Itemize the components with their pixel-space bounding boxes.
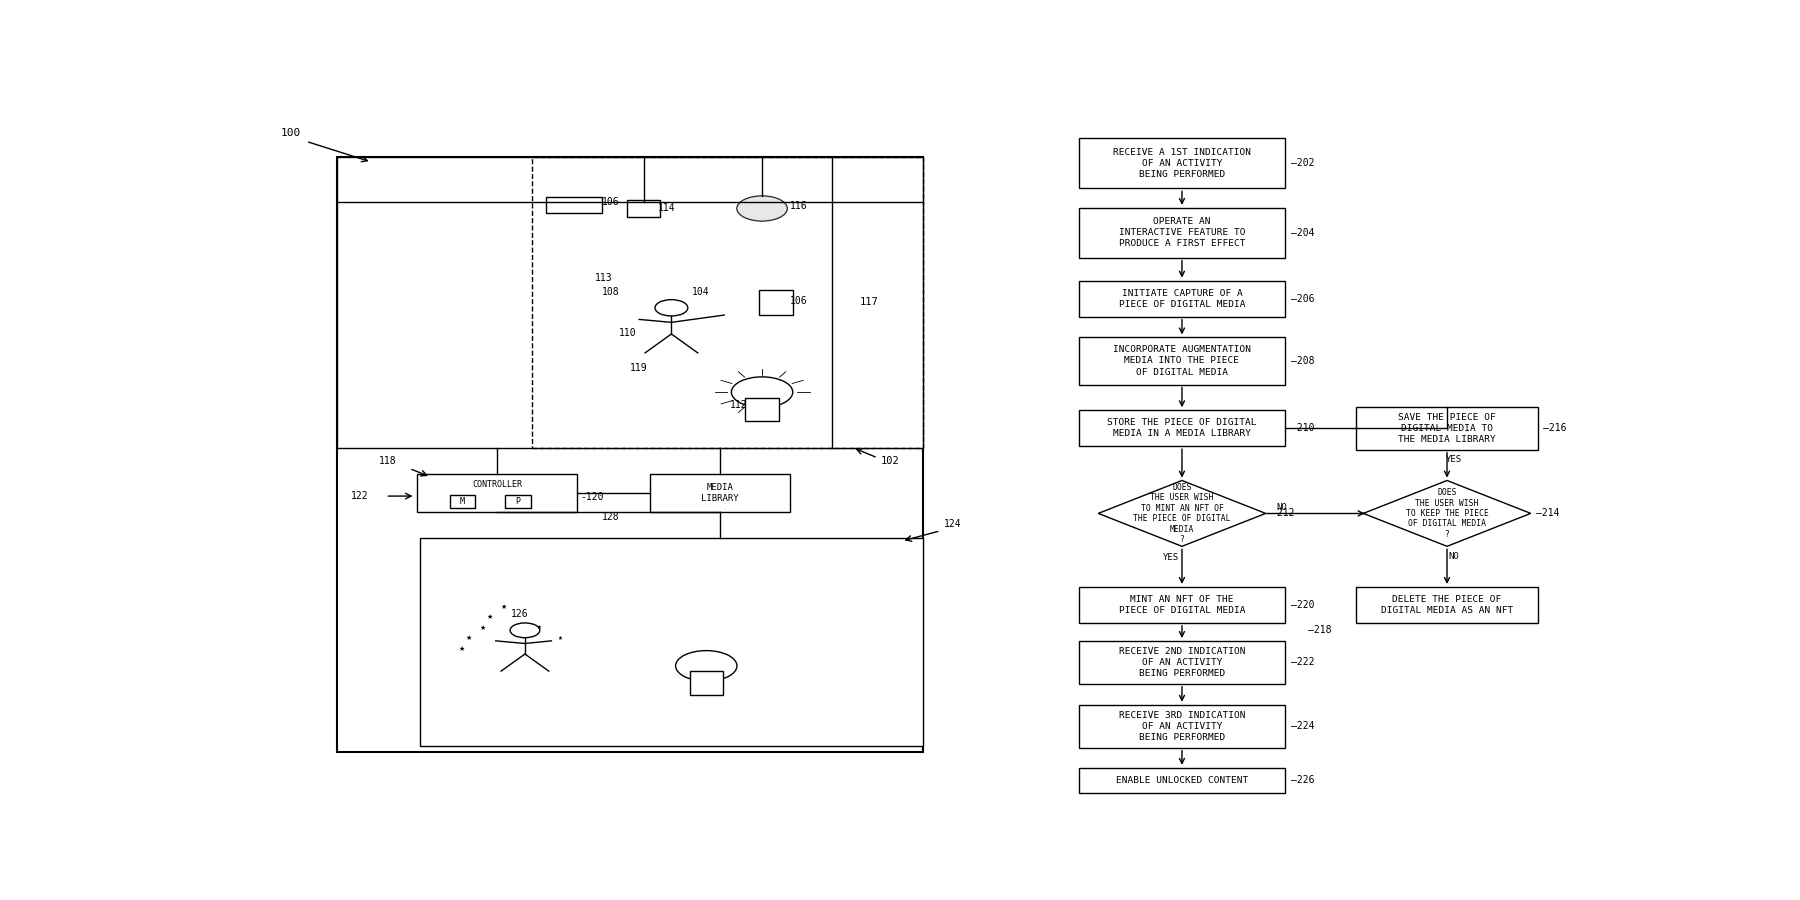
Text: —224: —224	[1291, 721, 1314, 731]
Text: —212: —212	[1271, 508, 1294, 518]
FancyBboxPatch shape	[1078, 281, 1285, 317]
FancyBboxPatch shape	[1078, 641, 1285, 684]
Text: —214: —214	[1535, 508, 1561, 518]
FancyBboxPatch shape	[1357, 587, 1537, 623]
Text: 112: 112	[731, 400, 747, 410]
FancyBboxPatch shape	[421, 537, 922, 745]
FancyBboxPatch shape	[545, 197, 601, 213]
FancyBboxPatch shape	[1078, 208, 1285, 257]
FancyBboxPatch shape	[689, 671, 724, 695]
FancyBboxPatch shape	[1078, 587, 1285, 623]
Text: RECEIVE 3RD INDICATION
OF AN ACTIVITY
BEING PERFORMED: RECEIVE 3RD INDICATION OF AN ACTIVITY BE…	[1120, 711, 1246, 742]
Text: MEDIA
LIBRARY: MEDIA LIBRARY	[702, 482, 740, 503]
FancyBboxPatch shape	[337, 157, 922, 752]
Text: 114: 114	[657, 203, 675, 213]
Text: CONTROLLER: CONTROLLER	[472, 480, 522, 489]
Text: INCORPORATE AUGMENTATION
MEDIA INTO THE PIECE
OF DIGITAL MEDIA: INCORPORATE AUGMENTATION MEDIA INTO THE …	[1112, 346, 1251, 376]
Text: 100: 100	[281, 128, 301, 138]
Text: YES: YES	[1163, 553, 1179, 562]
FancyBboxPatch shape	[745, 398, 779, 421]
Text: DOES
THE USER WISH
TO KEEP THE PIECE
OF DIGITAL MEDIA
?: DOES THE USER WISH TO KEEP THE PIECE OF …	[1406, 488, 1489, 539]
FancyBboxPatch shape	[506, 495, 531, 508]
Text: M: M	[459, 497, 464, 506]
Text: —208: —208	[1291, 356, 1314, 366]
Text: 116: 116	[790, 202, 808, 211]
Text: INITIATE CAPTURE OF A
PIECE OF DIGITAL MEDIA: INITIATE CAPTURE OF A PIECE OF DIGITAL M…	[1120, 289, 1246, 309]
Text: —226: —226	[1291, 775, 1314, 785]
Text: OPERATE AN
INTERACTIVE FEATURE TO
PRODUCE A FIRST EFFECT: OPERATE AN INTERACTIVE FEATURE TO PRODUC…	[1120, 217, 1246, 248]
Text: 106: 106	[790, 296, 808, 306]
Circle shape	[736, 196, 787, 221]
Text: —216: —216	[1543, 423, 1566, 433]
Text: 104: 104	[693, 286, 709, 297]
Text: —204: —204	[1291, 228, 1314, 238]
Text: ★: ★	[466, 635, 472, 641]
FancyBboxPatch shape	[1078, 410, 1285, 446]
Text: 108: 108	[601, 286, 619, 297]
Text: 128: 128	[601, 512, 619, 522]
FancyBboxPatch shape	[418, 473, 578, 512]
Text: —222: —222	[1291, 657, 1314, 668]
Text: 110: 110	[619, 328, 635, 338]
Text: RECEIVE 2ND INDICATION
OF AN ACTIVITY
BEING PERFORMED: RECEIVE 2ND INDICATION OF AN ACTIVITY BE…	[1120, 647, 1246, 678]
Text: ★: ★	[481, 625, 486, 631]
Text: ENABLE UNLOCKED CONTENT: ENABLE UNLOCKED CONTENT	[1116, 776, 1247, 785]
Text: 119: 119	[630, 363, 648, 373]
Text: ★: ★	[459, 645, 464, 652]
Text: ★: ★	[488, 615, 493, 620]
Text: -120: -120	[581, 492, 605, 502]
Text: 113: 113	[594, 273, 612, 283]
Text: —220: —220	[1291, 600, 1314, 610]
Text: 126: 126	[511, 609, 529, 619]
FancyBboxPatch shape	[1078, 768, 1285, 793]
Text: —218: —218	[1307, 625, 1330, 634]
FancyBboxPatch shape	[760, 290, 792, 314]
Polygon shape	[1098, 481, 1265, 546]
Text: DOES
THE USER WISH
TO MINT AN NFT OF
THE PIECE OF DIGITAL
MEDIA
?: DOES THE USER WISH TO MINT AN NFT OF THE…	[1134, 483, 1231, 544]
Text: 102: 102	[880, 456, 900, 466]
Text: —210: —210	[1291, 423, 1314, 433]
Text: 122: 122	[351, 491, 369, 501]
Text: 124: 124	[943, 518, 961, 529]
Text: DELETE THE PIECE OF
DIGITAL MEDIA AS AN NFT: DELETE THE PIECE OF DIGITAL MEDIA AS AN …	[1381, 595, 1514, 615]
Text: SAVE THE PIECE OF
DIGITAL MEDIA TO
THE MEDIA LIBRARY: SAVE THE PIECE OF DIGITAL MEDIA TO THE M…	[1399, 412, 1496, 444]
FancyBboxPatch shape	[650, 473, 790, 512]
Text: 106: 106	[601, 196, 619, 207]
Text: STORE THE PIECE OF DIGITAL
MEDIA IN A MEDIA LIBRARY: STORE THE PIECE OF DIGITAL MEDIA IN A ME…	[1107, 418, 1256, 438]
FancyBboxPatch shape	[1078, 705, 1285, 748]
Text: —202: —202	[1291, 158, 1314, 168]
Text: YES: YES	[1445, 454, 1462, 464]
FancyBboxPatch shape	[450, 495, 475, 508]
Text: 118: 118	[378, 456, 396, 466]
FancyBboxPatch shape	[1357, 407, 1537, 450]
Text: NO: NO	[1449, 552, 1460, 561]
Text: NO: NO	[1276, 503, 1287, 512]
FancyBboxPatch shape	[1078, 139, 1285, 188]
Text: MINT AN NFT OF THE
PIECE OF DIGITAL MEDIA: MINT AN NFT OF THE PIECE OF DIGITAL MEDI…	[1120, 595, 1246, 615]
FancyBboxPatch shape	[337, 157, 922, 447]
Text: 117: 117	[860, 297, 878, 307]
Text: ★: ★	[500, 604, 508, 610]
Text: —206: —206	[1291, 293, 1314, 303]
Text: ★: ★	[558, 635, 562, 641]
Polygon shape	[1363, 481, 1530, 546]
Text: P: P	[515, 497, 520, 506]
Text: ★: ★	[536, 626, 542, 630]
FancyBboxPatch shape	[1078, 338, 1285, 384]
Text: RECEIVE A 1ST INDICATION
OF AN ACTIVITY
BEING PERFORMED: RECEIVE A 1ST INDICATION OF AN ACTIVITY …	[1112, 148, 1251, 179]
FancyBboxPatch shape	[626, 200, 661, 217]
